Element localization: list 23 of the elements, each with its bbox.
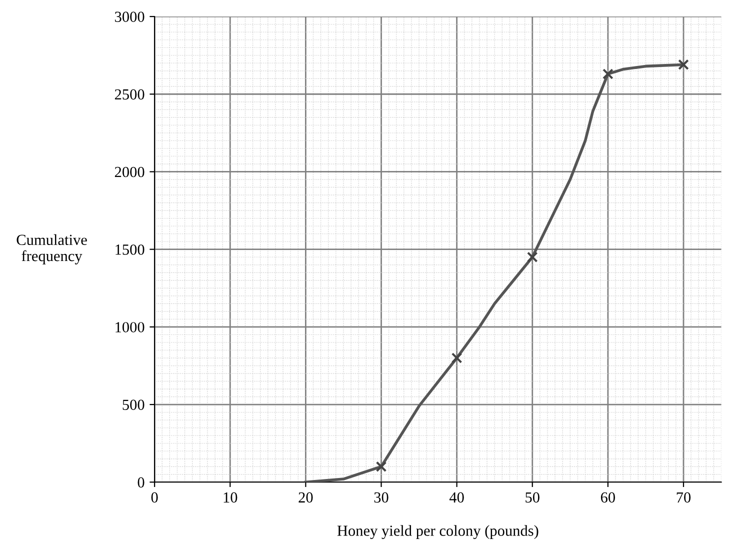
x-tick-label: 60 <box>600 492 615 503</box>
y-tick-label: 1000 <box>116 322 144 332</box>
point <box>526 252 538 263</box>
x-tick-label: 40 <box>449 492 464 503</box>
y-tick-label: 2500 <box>114 89 144 100</box>
point <box>678 59 689 70</box>
x-tick-label: 10 <box>224 492 238 503</box>
y-tick-label: 1500 <box>116 244 144 255</box>
x-axis-title: Honey yield per colony (pounds) <box>337 525 538 540</box>
point <box>376 461 387 472</box>
x-tick-label: 20 <box>298 492 313 503</box>
x-tick-label: 50 <box>526 492 540 503</box>
y-tick-label: 500 <box>122 400 144 410</box>
y-tick-label: 3000 <box>115 12 144 22</box>
y-tick-label: 2000 <box>114 166 144 178</box>
x-tick-label: 30 <box>374 492 388 503</box>
x-tick-label: 70 <box>676 492 691 503</box>
x-tick-label: 0 <box>151 492 158 503</box>
y-axis-title: Cumulative frequency <box>16 234 87 264</box>
point <box>602 68 614 80</box>
y-tick-label: 0 <box>138 477 144 488</box>
line-series <box>304 63 685 482</box>
point <box>451 352 462 364</box>
